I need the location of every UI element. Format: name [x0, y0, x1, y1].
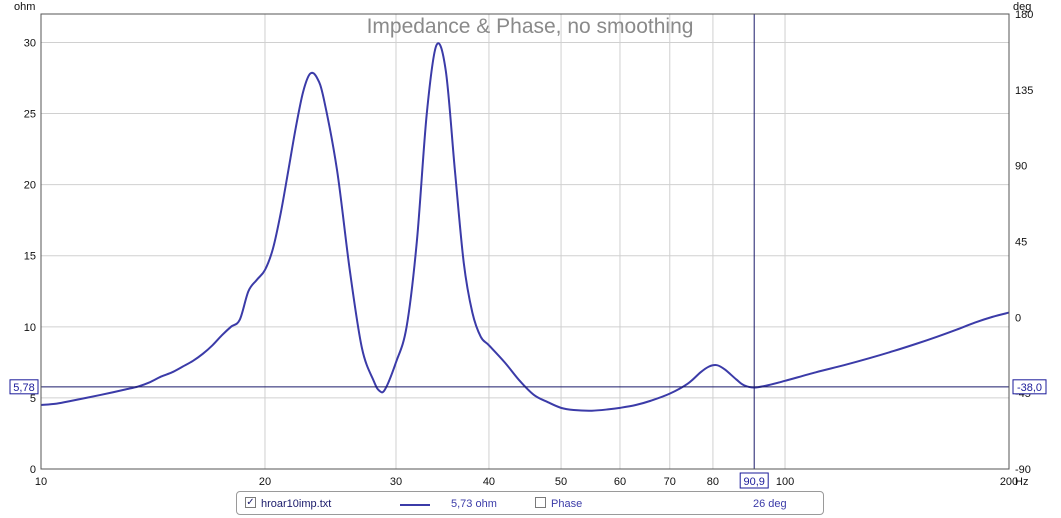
impedance-checkbox[interactable]: ✓ [245, 497, 256, 508]
y-right-tick-label-90: 90 [1015, 161, 1027, 173]
y-right-unit-label: deg [1013, 1, 1031, 13]
x-tick-label-50: 50 [555, 476, 567, 488]
cursor-right-readout: -38,0 [1017, 382, 1042, 394]
y-left-tick-label-30: 30 [24, 37, 36, 49]
cursor-left-readout: 5,78 [13, 382, 34, 394]
y-right-tick-label-180: 180 [1015, 9, 1033, 21]
x-tick-label-60: 60 [614, 476, 626, 488]
x-tick-label-80: 80 [707, 476, 719, 488]
y-right-tick-label--90: -90 [1015, 464, 1031, 476]
impedance-value: 5,73 ohm [451, 498, 497, 510]
y-right-tick-label-0: 0 [1015, 312, 1021, 324]
x-tick-label-40: 40 [483, 476, 495, 488]
y-right-tick-label-135: 135 [1015, 85, 1033, 97]
y-left-unit-label: ohm [14, 1, 35, 13]
x-tick-label-70: 70 [664, 476, 676, 488]
impedance-series-name: hroar10imp.txt [261, 498, 332, 510]
x-tick-label-10: 10 [35, 476, 47, 488]
x-tick-label-100: 100 [776, 476, 794, 488]
y-left-tick-label-5: 5 [30, 393, 36, 405]
y-right-tick-label-45: 45 [1015, 237, 1027, 249]
x-tick-label-30: 30 [390, 476, 402, 488]
legend-bar: ✓ hroar10imp.txt 5,73 ohm Phase 26 deg [236, 491, 824, 515]
y-left-tick-label-20: 20 [24, 180, 36, 192]
impedance-line-swatch [400, 504, 430, 506]
y-left-tick-label-10: 10 [24, 322, 36, 334]
phase-value: 26 deg [753, 498, 787, 510]
y-left-tick-label-25: 25 [24, 109, 36, 121]
chart-title: Impedance & Phase, no smoothing [367, 15, 694, 38]
x-tick-label-20: 20 [259, 476, 271, 488]
phase-checkbox[interactable] [535, 497, 546, 508]
cursor-right-readout-box [1012, 379, 1047, 395]
x-tick-label-200: 200 [1000, 476, 1018, 488]
impedance-series-line [40, 42, 1010, 412]
cursor-x-readout: 90,9 [743, 476, 764, 488]
phase-series-name: Phase [551, 498, 583, 510]
cursor-x-readout-box [739, 472, 769, 489]
x-unit-label: Hz [1015, 476, 1028, 488]
y-left-tick-label-0: 0 [30, 464, 36, 476]
y-left-tick-label-15: 15 [24, 251, 36, 263]
cursor-left-readout-box [9, 379, 39, 395]
